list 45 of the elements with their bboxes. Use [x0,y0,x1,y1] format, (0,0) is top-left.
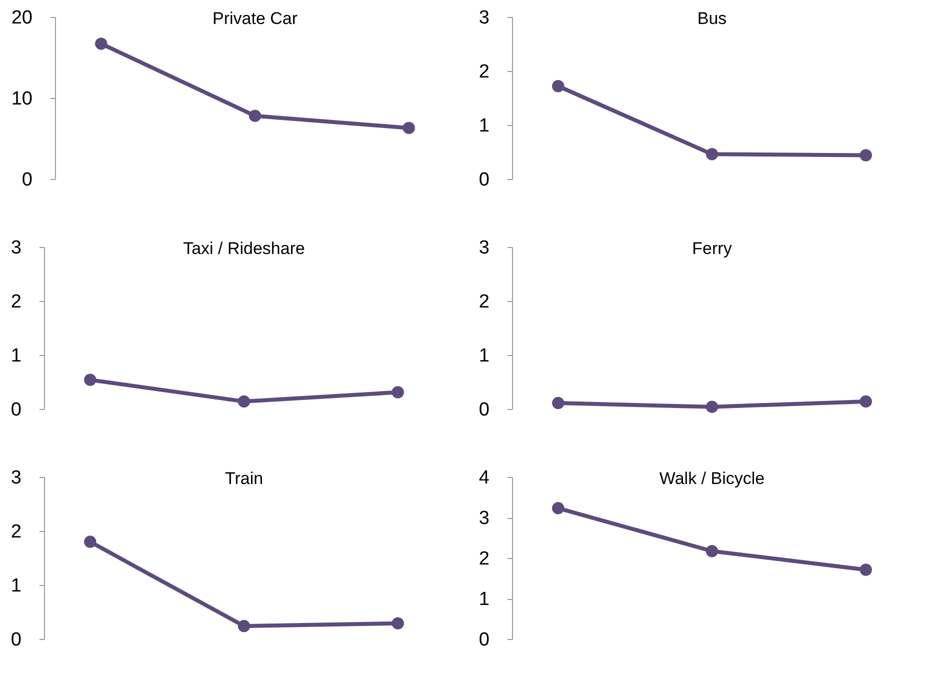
point [84,536,96,548]
y-tick-label: 2 [478,62,490,82]
chart-title: Ferry [692,239,732,258]
y-tick-label: 0 [478,170,490,190]
y-tick-label: 3 [478,508,490,529]
chart-title: Private Car [212,9,298,28]
chart-title: Bus [697,9,727,28]
point [402,122,415,134]
y-tick-label: 20 [11,8,32,28]
point [706,148,718,160]
y-tick-label: 2 [10,522,22,542]
point [392,617,404,630]
point [706,545,718,558]
point [248,110,262,122]
y-tick-label: 1 [478,346,490,366]
y-tick-label: 4 [478,468,490,488]
y-tick-label: 2 [10,292,22,312]
y-tick-label: 1 [10,576,22,596]
y-tick-label: 10 [11,88,32,110]
point [392,386,404,398]
chart-title: Taxi / Rideshare [183,239,305,258]
chart-title: Walk / Bicycle [659,469,765,488]
chart-title: Train [224,469,264,488]
point [95,38,108,50]
y-tick-label: 1 [10,346,22,366]
y-tick-label: 0 [478,400,490,420]
point [860,564,872,576]
y-tick-label: 0 [10,630,22,650]
y-tick-label: 3 [10,468,22,488]
y-tick-label: 3 [10,238,22,258]
y-tick-label: 0 [22,170,32,190]
point [860,149,872,162]
y-tick-label: 2 [478,548,490,570]
y-tick-label: 3 [478,238,490,258]
y-tick-label: 0 [478,630,490,650]
y-tick-label: 1 [478,589,490,610]
point [552,80,564,92]
y-tick-label: 3 [478,8,490,28]
y-tick-label: 2 [478,292,490,312]
y-tick-label: 1 [478,116,490,136]
point [84,374,96,386]
point [552,502,564,514]
point [238,620,250,632]
point [238,395,250,408]
y-tick-label: 0 [10,400,22,420]
